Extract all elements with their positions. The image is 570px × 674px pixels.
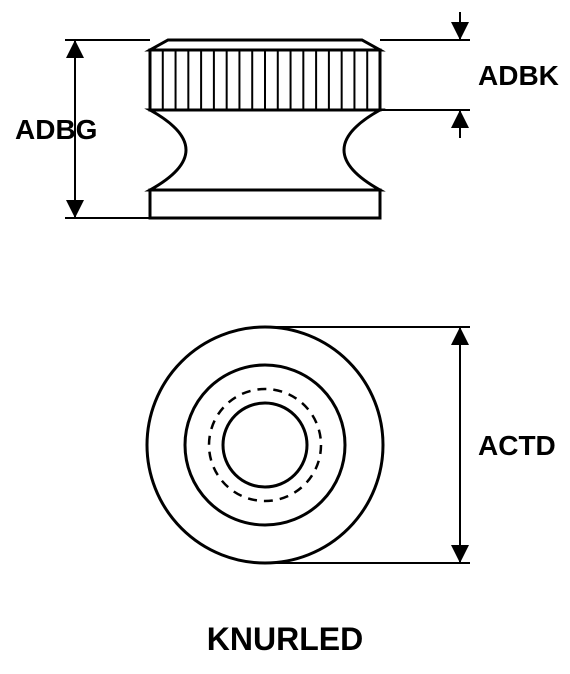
dim-adbk: ADBK [478, 60, 559, 91]
title-label: KNURLED [207, 621, 363, 657]
dim-actd: ACTD [478, 430, 556, 461]
top-view [147, 327, 383, 563]
dim-adbg: ADBG [15, 114, 97, 145]
side-view [150, 40, 380, 218]
engineering-drawing: ADBG ADBK ACTD KNURLED [0, 0, 570, 674]
